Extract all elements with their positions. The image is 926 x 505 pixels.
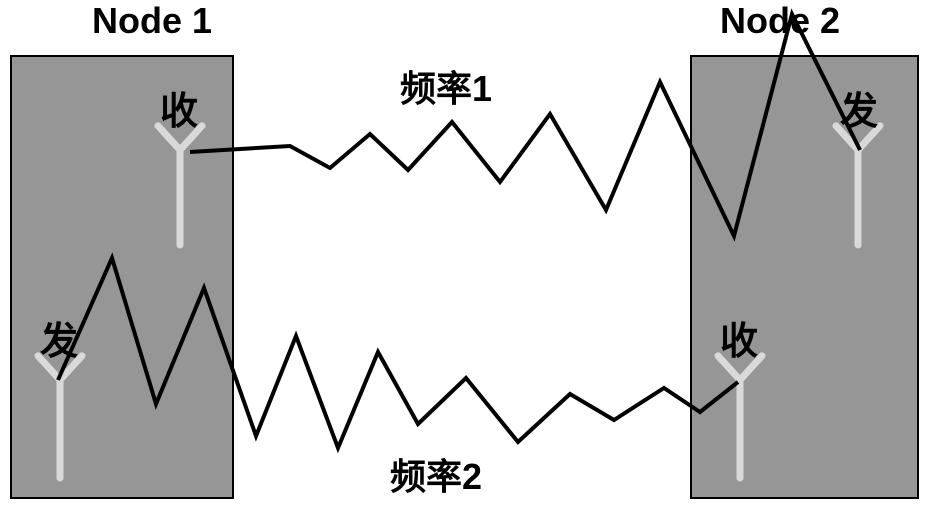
node2-label: Node 2 — [720, 0, 840, 42]
node2-box — [690, 55, 919, 499]
freq1-label: 频率1 — [400, 60, 492, 112]
diagram-stage: Node 1 Node 2 频率1 频率2 收 发 发 收 — [0, 0, 926, 505]
label-tx-left: 发 — [40, 310, 78, 365]
node1-label: Node 1 — [92, 0, 212, 42]
freq2-label: 频率2 — [390, 448, 482, 500]
node1-box — [10, 55, 234, 499]
label-rx-left: 收 — [160, 80, 198, 135]
label-rx-right: 收 — [720, 310, 758, 365]
label-tx-right: 发 — [840, 80, 878, 135]
